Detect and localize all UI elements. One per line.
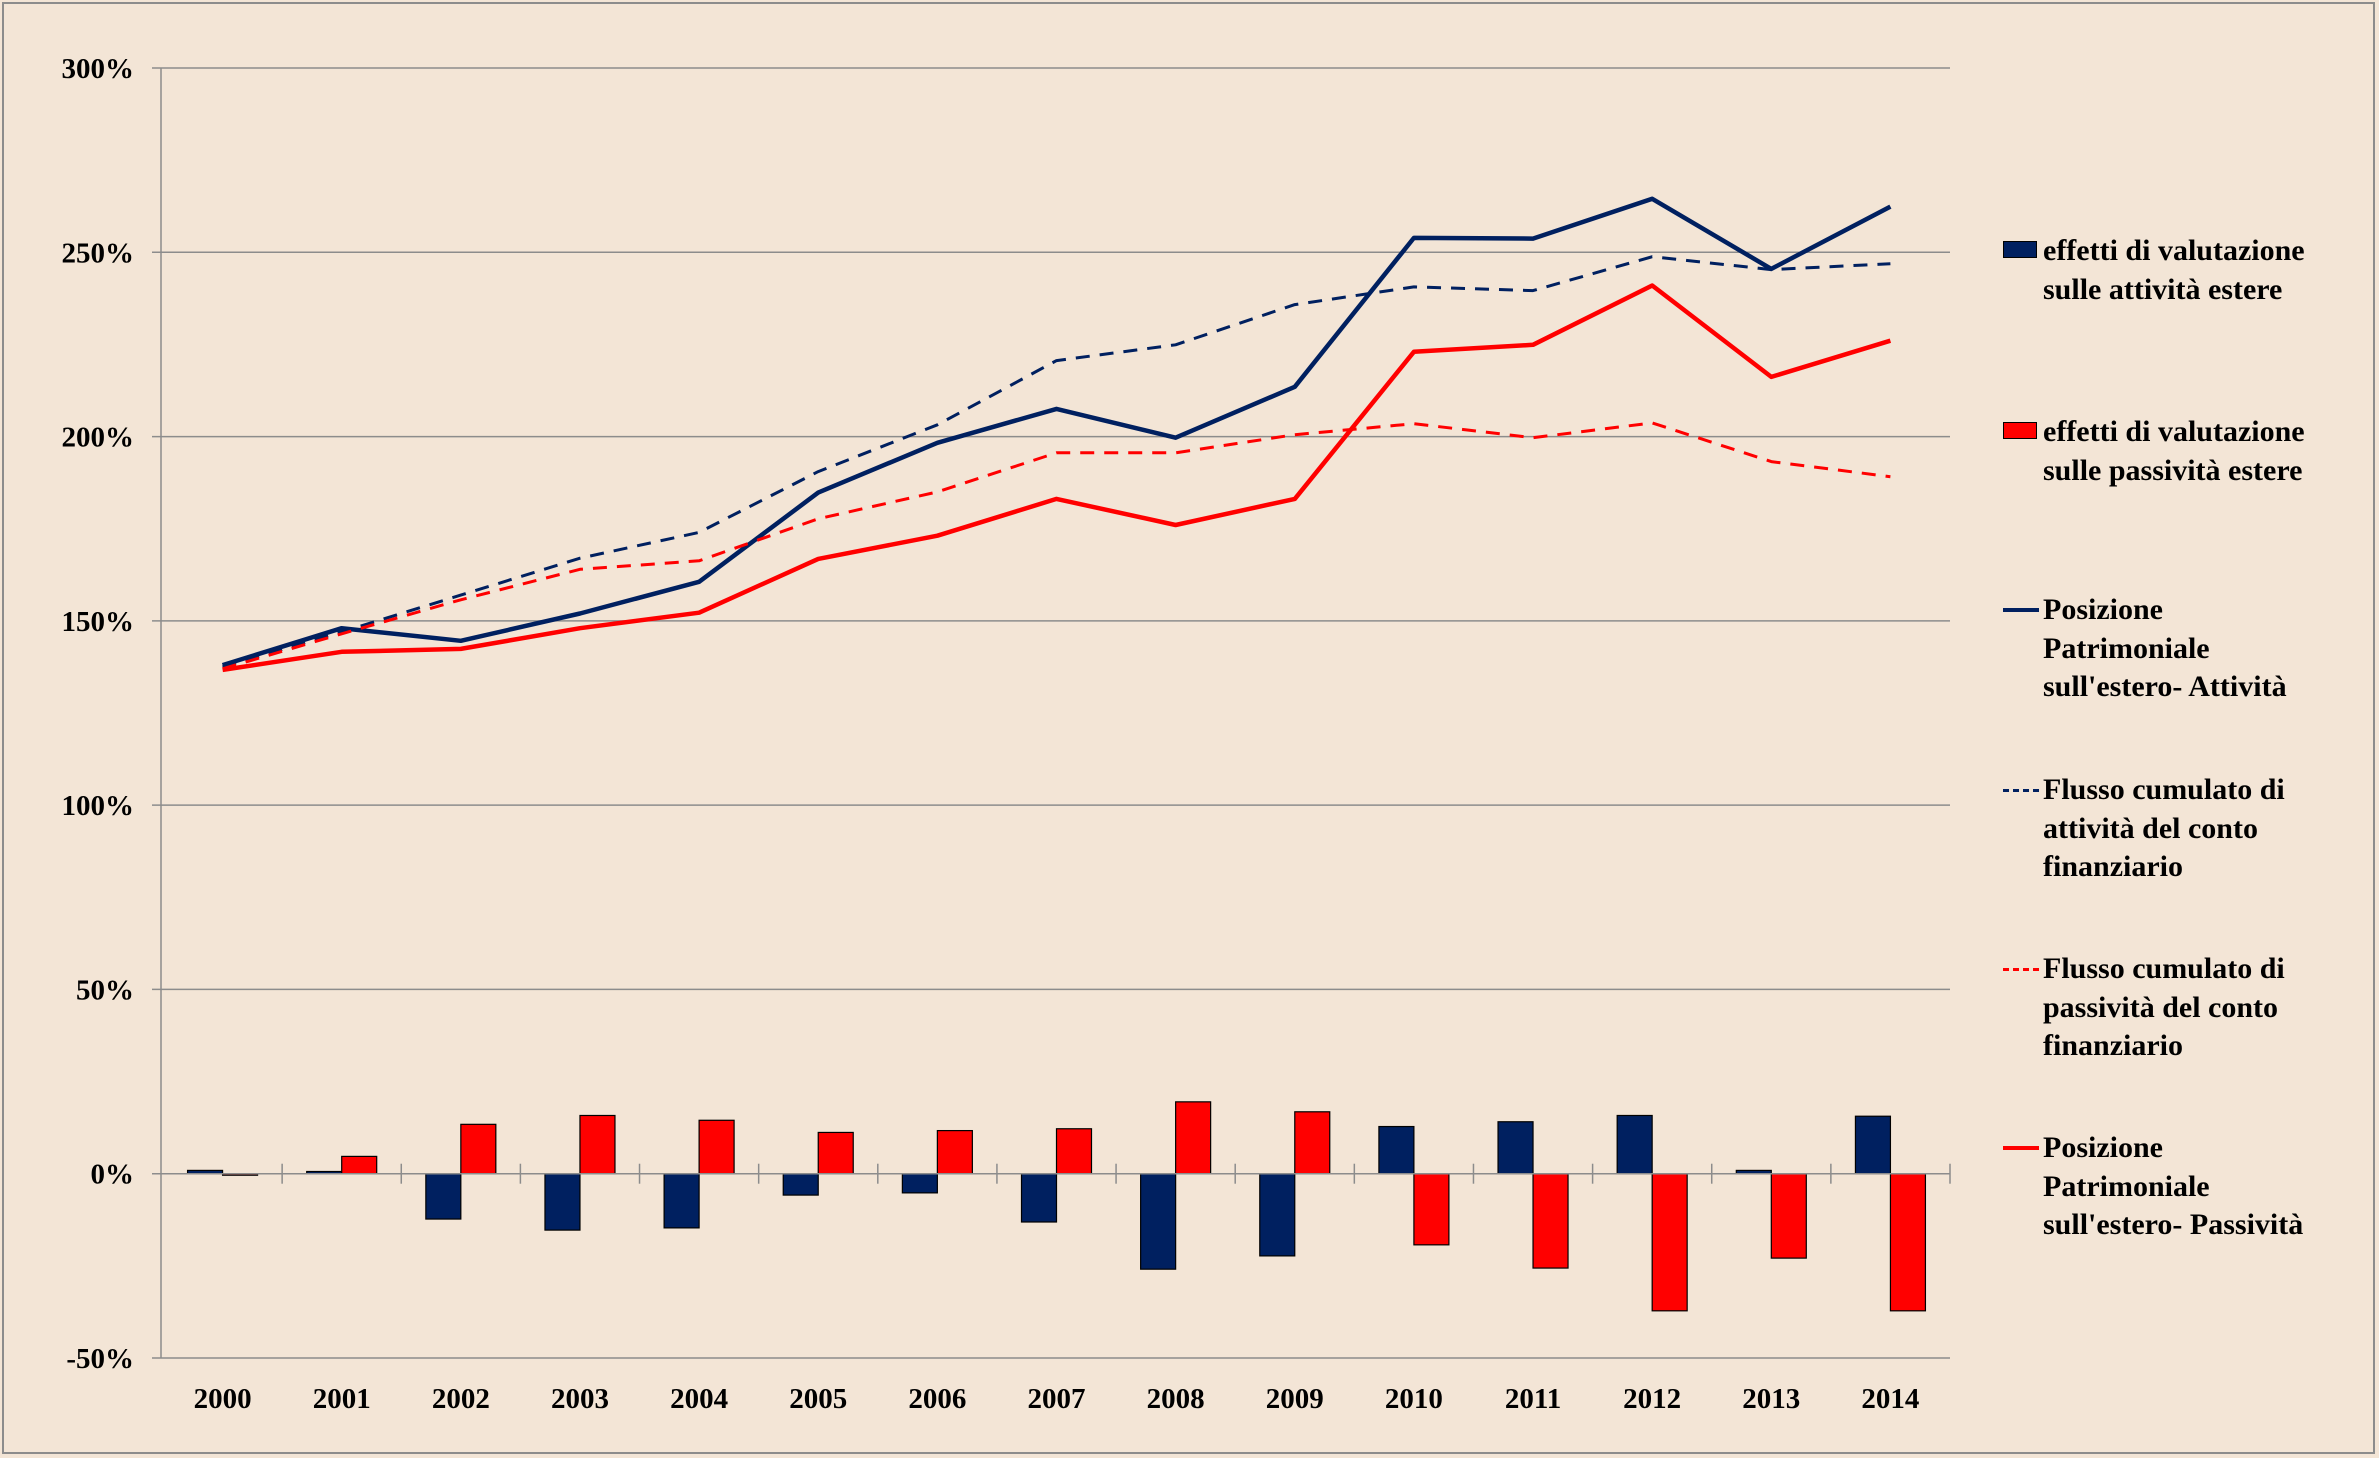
bar [579, 1114, 616, 1175]
x-tick-label: 2001 [313, 1383, 371, 1415]
x-tick-label: 2009 [1266, 1383, 1324, 1415]
bar [1140, 1173, 1177, 1270]
x-tick-label: 2000 [194, 1383, 252, 1415]
bar [1413, 1173, 1450, 1246]
lines [221, 196, 1892, 673]
y-tick-label: 0% [91, 1159, 135, 1191]
legend-text-line: sulle passività estere [2043, 453, 2303, 487]
legend-text-line: Posizione [2043, 593, 2163, 626]
legend-text-line: Patrimoniale [2043, 1169, 2210, 1203]
legend-text-line: effetti di valutazione [2043, 234, 2305, 267]
bar [1854, 1115, 1892, 1175]
bar [1532, 1173, 1569, 1269]
axes [152, 68, 1951, 1358]
y-tick-label: 200% [62, 422, 135, 454]
legend-text-line: sull'estero- Passività [2043, 1208, 2304, 1241]
x-tick-label: 2014 [1861, 1383, 1919, 1415]
legend-swatch-red-line [2003, 1129, 2039, 1167]
x-tick-label: 2011 [1505, 1383, 1561, 1415]
legend-text-line: finanziario [2043, 1029, 2183, 1062]
y-tick-label: 250% [62, 237, 135, 269]
legend-swatch-navy-box [2003, 232, 2039, 270]
y-tick-label: 300% [62, 53, 135, 85]
bar [1770, 1173, 1807, 1259]
legend-item-valuation-assets[interactable]: effetti di valutazione sulle attività es… [2003, 232, 2373, 309]
legend-text-line: sull'estero- Attività [2043, 670, 2287, 703]
y-tick-labels: -50% 0% 50% 100% 150% 200% 250% 300% [62, 53, 135, 1375]
bar [1651, 1173, 1688, 1312]
x-tick-label: 2003 [551, 1383, 609, 1415]
bar [1889, 1173, 1927, 1312]
bar [782, 1173, 819, 1196]
legend-swatch-navy-dash [2003, 771, 2039, 809]
bars [186, 1101, 1927, 1312]
bar [1497, 1121, 1534, 1175]
legend-item-flow-liabilities[interactable]: Flusso cumulato di passività del conto f… [2003, 950, 2373, 1066]
legend-text-line: Flusso cumulato di [2043, 952, 2285, 985]
legend-text-line: Flusso cumulato di [2043, 773, 2285, 806]
y-tick-label: -50% [66, 1343, 134, 1375]
legend-item-valuation-liabilities[interactable]: effetti di valutazione sulle passività e… [2003, 413, 2373, 490]
bar [544, 1173, 581, 1231]
solid-series-line [222, 283, 1892, 673]
bar [341, 1155, 378, 1175]
y-tick-label: 50% [76, 974, 134, 1006]
bar [936, 1129, 973, 1175]
legend-swatch-red-dash [2003, 950, 2039, 988]
x-tick-label: 2005 [789, 1383, 847, 1415]
gridlines [152, 67, 1950, 1359]
bar [663, 1173, 700, 1229]
dashed-series-line [222, 255, 1891, 669]
bar [1175, 1101, 1212, 1175]
x-tick-label: 2002 [432, 1383, 490, 1415]
bar [460, 1123, 497, 1175]
x-tick-labels: 2000 2001 2002 2003 2004 2005 2006 2007 2008 2009… [194, 1383, 1920, 1415]
legend-swatch-red-box [2003, 413, 2039, 451]
legend-item-position-assets[interactable]: Posizione Patrimoniale sull'estero- Atti… [2003, 591, 2373, 707]
bar [698, 1119, 735, 1175]
x-tick-label: 2004 [670, 1383, 728, 1415]
legend-text-line: Posizione [2043, 1131, 2163, 1164]
legend-text-line: attività del conto [2043, 811, 2258, 845]
legend-text-line: passività del conto [2043, 990, 2279, 1024]
x-tick-label: 2007 [1028, 1383, 1086, 1415]
bar [1055, 1128, 1093, 1175]
legend-text-line: finanziario [2043, 850, 2183, 883]
bar [1259, 1173, 1296, 1257]
x-tick-label: 2010 [1385, 1383, 1443, 1415]
bar [1616, 1114, 1653, 1175]
x-tick-label: 2012 [1623, 1383, 1681, 1415]
dashed-series-line [222, 421, 1891, 671]
legend-item-flow-assets[interactable]: Flusso cumulato di attività del conto fi… [2003, 771, 2373, 887]
x-tick-label: 2006 [908, 1383, 966, 1415]
legend-text-line: effetti di valutazione [2043, 415, 2305, 448]
legend-text-line: Patrimoniale [2043, 631, 2210, 665]
bar [425, 1173, 462, 1220]
legend-item-position-liabilities[interactable]: Posizione Patrimoniale sull'estero- Pass… [2003, 1129, 2373, 1245]
solid-series-line [221, 196, 1892, 668]
bar [1020, 1173, 1058, 1223]
bar [1378, 1125, 1415, 1175]
x-tick-label: 2008 [1147, 1383, 1205, 1415]
y-tick-label: 150% [62, 606, 135, 638]
legend-text-line: sulle attività estere [2043, 272, 2283, 306]
bar [817, 1131, 854, 1175]
y-tick-label: 100% [62, 790, 135, 822]
bar [901, 1173, 938, 1194]
x-tick-label: 2013 [1742, 1383, 1800, 1415]
bar [1294, 1111, 1331, 1175]
legend-swatch-navy-line [2003, 591, 2039, 629]
